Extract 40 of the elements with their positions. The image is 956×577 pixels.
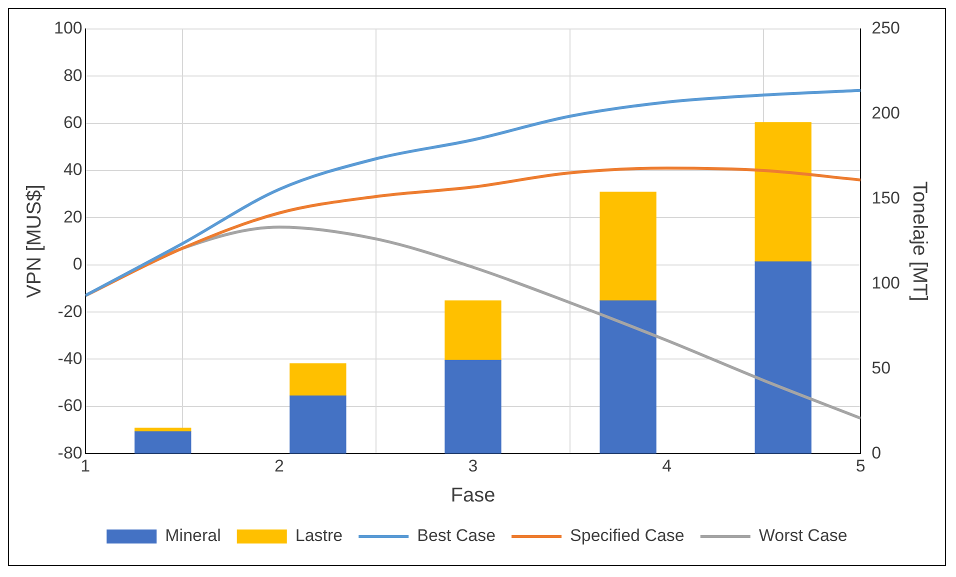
line-series [85,166,861,298]
y-tick-label: -20 [58,302,82,321]
line-series [85,88,861,298]
y-tick-label: -80 [58,443,82,462]
legend-label: Mineral [165,526,221,546]
bar [290,396,346,454]
bar [600,192,656,302]
legend-label: Best Case [417,526,496,546]
y2-tick-label: 200 [872,104,900,123]
legend-label: Specified Case [570,526,684,546]
x-tick-label: 2 [274,456,284,476]
y-tick-label: 80 [63,66,82,85]
y-tick-label: 40 [63,160,82,180]
y2-tick-label: 250 [872,18,900,38]
bar [290,363,346,396]
y2-tick-label: 0 [872,443,882,462]
y2-tick-label: 50 [872,358,891,378]
x-tick-label: 5 [856,456,866,476]
y-tick-label: 20 [63,207,82,226]
bar [754,261,812,454]
y2-axis-title: Tonelaje [MT] [908,181,930,302]
y2-tick-label: 100 [872,273,900,292]
bar [134,431,192,454]
y-tick-label: -40 [58,348,82,368]
y-tick-label: 100 [54,18,82,38]
bar [754,122,812,262]
x-tick-label: 4 [662,456,672,476]
y-axis-title: VPN [MUS$] [24,184,46,298]
legend-label: Lastre [295,526,343,546]
y-tick-label: -60 [58,396,82,416]
x-axis-title: Fase [450,484,496,507]
bar [600,300,656,454]
x-tick-label: 1 [80,456,90,476]
bar [444,300,502,361]
legend-label: Worst Case [758,526,848,546]
y-tick-label: 0 [72,254,82,274]
x-tick-label: 3 [468,456,478,476]
bar [444,360,502,454]
y2-tick-label: 150 [872,188,900,208]
y-tick-label: 60 [63,113,82,132]
